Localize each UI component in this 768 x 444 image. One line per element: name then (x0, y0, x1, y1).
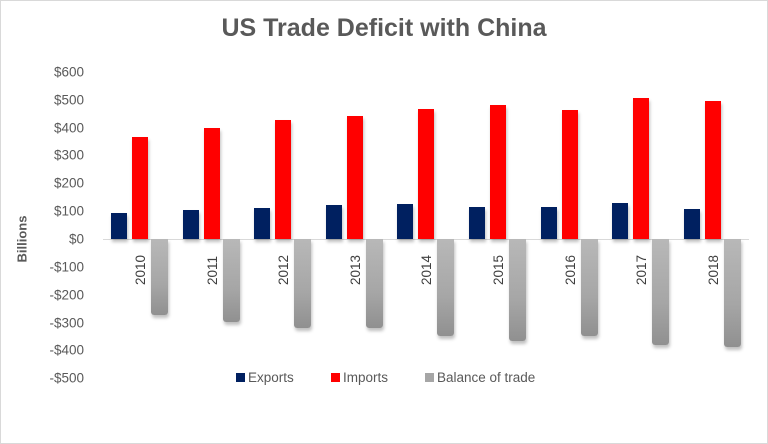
y-tick-label: $400 (53, 120, 84, 136)
bar-exports-2010 (111, 213, 127, 239)
bar-exports-2012 (254, 208, 271, 239)
bar-imports-2013 (346, 116, 363, 239)
bar-imports-2016 (561, 110, 578, 239)
y-tick-label: -$100 (49, 259, 84, 275)
zero-axis-line (103, 239, 749, 240)
bar-exports-2013 (325, 205, 342, 239)
legend-label: Imports (343, 370, 389, 385)
bar-balance-of-trade-2017 (652, 239, 670, 346)
bar-balance-of-trade-2011 (222, 239, 240, 322)
bar-exports-2017 (612, 202, 629, 239)
chart-title: US Trade Deficit with China (221, 14, 547, 42)
legend: Exports Imports Balance of trade (0, 370, 768, 388)
legend-swatch-icon (425, 373, 434, 382)
legend-item: Imports (331, 370, 388, 385)
x-category-label: 2015 (491, 254, 506, 285)
y-tick-label: $100 (53, 203, 84, 219)
legend-label: Exports (248, 370, 294, 385)
y-tick-label: -$400 (49, 342, 84, 358)
bar-balance-of-trade-2013 (365, 239, 383, 328)
bar-balance-of-trade-2012 (294, 239, 312, 328)
y-tick-label: $0 (68, 231, 84, 247)
y-tick-label: -$500 (49, 370, 84, 386)
bar-imports-2018 (704, 101, 721, 239)
bar-exports-2011 (182, 210, 199, 239)
bar-balance-of-trade-2018 (723, 239, 741, 348)
bar-exports-2016 (540, 206, 557, 239)
legend-item: Balance of trade (425, 370, 535, 385)
legend-swatch-icon (331, 373, 340, 382)
x-category-label: 2018 (705, 254, 721, 285)
x-category-label: 2013 (347, 254, 363, 285)
x-category-label: 2016 (562, 254, 578, 285)
x-category-label: 2011 (204, 255, 220, 285)
y-tick-label: $200 (53, 175, 84, 191)
y-tick-label: $500 (53, 92, 84, 108)
y-tick-label: -$300 (49, 315, 84, 331)
bar-balance-of-trade-2015 (509, 239, 526, 342)
legend-item: Exports (236, 370, 294, 385)
y-axis-label: Billions (14, 215, 30, 263)
bar-balance-of-trade-2016 (580, 239, 598, 336)
x-category-label: 2012 (276, 254, 292, 285)
bar-imports-2014 (418, 109, 435, 239)
y-tick-label: -$200 (49, 287, 84, 303)
y-tick-label: $600 (53, 64, 84, 80)
bar-imports-2017 (633, 98, 650, 239)
x-category-label: 2010 (133, 254, 148, 285)
bar-exports-2014 (397, 204, 414, 239)
bar-balance-of-trade-2010 (151, 239, 168, 316)
bar-imports-2012 (275, 120, 292, 239)
bar-exports-2015 (469, 206, 485, 239)
bar-imports-2011 (203, 127, 220, 239)
legend-swatch-icon (236, 373, 245, 382)
x-category-label: 2014 (419, 254, 435, 285)
y-tick-label: $300 (53, 147, 84, 163)
x-category-label: 2017 (634, 254, 650, 285)
bar-imports-2010 (132, 137, 148, 239)
legend-label: Balance of trade (437, 370, 536, 385)
bar-imports-2015 (490, 105, 506, 239)
bar-balance-of-trade-2014 (437, 239, 455, 336)
bar-exports-2018 (683, 208, 700, 239)
